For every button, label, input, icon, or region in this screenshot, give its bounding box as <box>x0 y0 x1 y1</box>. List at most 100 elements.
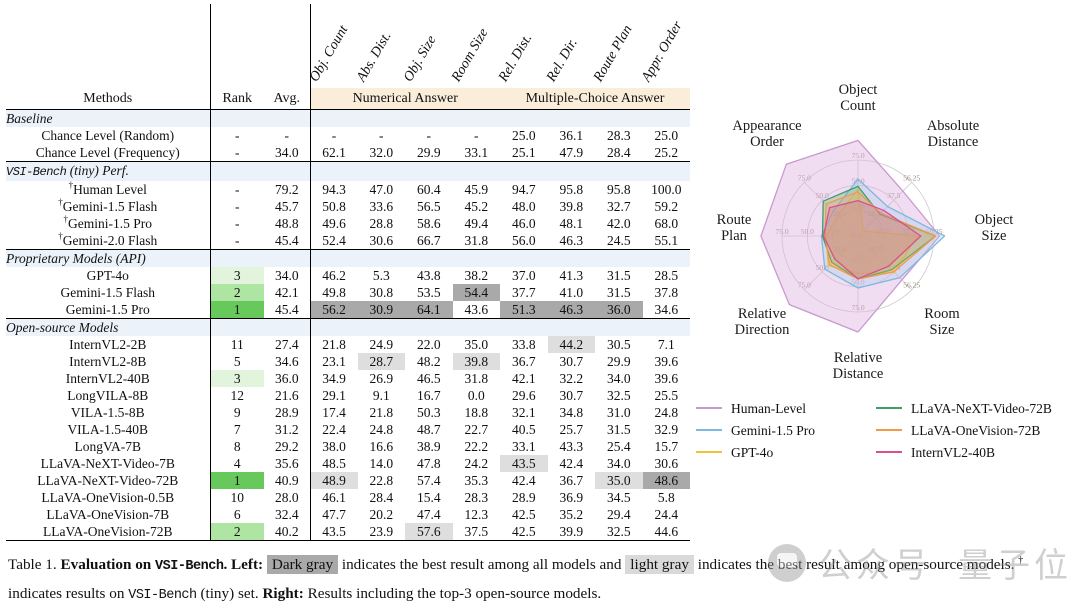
score-cell: - <box>379 128 384 143</box>
radar-spoke <box>803 181 859 237</box>
score-cell: 24.4 <box>654 507 679 522</box>
avg-header: Avg. <box>264 88 311 110</box>
score-cell: 16.7 <box>416 388 441 403</box>
score-cell: 22.7 <box>464 422 489 437</box>
column-header-rotated: Rel. Dist. <box>496 4 548 88</box>
score-cell: 31.5 <box>606 422 631 437</box>
score-cell: 56.2 <box>310 301 358 319</box>
section-title-cell: Baseline <box>6 109 211 127</box>
table-row: VILA-1.5-8B 9 28.9 17.4 21.8 50.3 18.8 32.1 34.8… <box>6 404 690 421</box>
section-header-row: VSI-Bench (tiny) Perf. <box>6 161 690 181</box>
legend-color-swatch <box>696 451 722 453</box>
method-name-cell: InternVL2-40B <box>6 370 211 387</box>
column-header-rotated: Room Size <box>449 4 501 88</box>
score-cell: 21.8 <box>322 337 346 352</box>
column-header-label: Obj. Count <box>306 23 351 85</box>
caption-text: indicates the best result among all mode… <box>338 556 626 574</box>
radar-spoke <box>803 235 859 291</box>
results-table-container: Obj. Count Abs. Dist. Obj. Size Room Size Re… <box>6 4 690 541</box>
table-row: InternVL2-40B 3 36.0 34.9 26.9 46.5 31.8 42.1 32… <box>6 370 690 387</box>
score-cell: 60.4 <box>416 182 441 197</box>
radar-spoke <box>857 235 913 291</box>
avg-cell: 31.2 <box>264 421 311 438</box>
legend-label: LLaVA-NeXT-Video-72B <box>911 401 1052 416</box>
caption-bold: Left: <box>231 556 267 574</box>
avg-cell: 48.8 <box>264 215 311 232</box>
legend-color-swatch <box>876 407 902 409</box>
score-cell: 36.7 <box>511 354 536 369</box>
score-cell: 33.6 <box>369 199 394 214</box>
score-cell: 42.5 <box>511 524 536 539</box>
score-cell: 29.4 <box>606 507 631 522</box>
score-cell: 48.1 <box>559 216 584 231</box>
table-row: Chance Level (Frequency) - 34.0 62.1 32.0 29.… <box>6 144 690 162</box>
method-name-cell: LongVILA-8B <box>6 387 211 404</box>
rank-cell: - <box>235 199 240 214</box>
caption-text: VSI-Bench <box>128 588 197 604</box>
score-cell: 34.8 <box>559 405 584 420</box>
score-cell: 25.4 <box>606 439 631 454</box>
radar-axis-label: Size <box>930 322 955 338</box>
score-cell: 41.3 <box>559 268 584 283</box>
radar-tick-label: 50.0 <box>851 278 864 287</box>
method-name-cell: GPT-4o <box>6 267 211 284</box>
score-cell: 30.9 <box>357 301 405 319</box>
radar-axis-label: Distance <box>833 366 884 382</box>
score-cell: 35.2 <box>559 507 584 522</box>
score-cell: - <box>426 128 432 143</box>
rank-cell: - <box>235 182 240 197</box>
methods-header: Methods <box>6 88 211 110</box>
avg-cell: - <box>264 127 311 144</box>
avg-cell: 27.4 <box>264 336 311 353</box>
avg-cell: 34.0 <box>264 267 311 284</box>
rank-cell: 9 <box>233 405 241 420</box>
score-cell: 23.1 <box>322 354 346 369</box>
radar-axis-label: Relative <box>834 350 882 366</box>
column-header-label: Route Plan <box>591 22 636 85</box>
column-header-rotated: Abs. Dist. <box>354 4 406 88</box>
score-cell: 55.1 <box>654 233 679 248</box>
radar-axis-label: Object <box>975 212 1014 228</box>
table-header: Obj. Count Abs. Dist. Obj. Size Room Size Re… <box>6 4 690 110</box>
score-cell: 26.9 <box>369 371 394 386</box>
radar-series-human-level <box>760 139 941 333</box>
legend-item: GPT-4o <box>696 442 876 464</box>
avg-cell: 29.2 <box>264 438 311 455</box>
score-cell: 40.5 <box>511 422 536 437</box>
avg-cell: 28.9 <box>264 404 311 421</box>
score-cell: 57.6 <box>405 523 453 541</box>
score-cell: 30.6 <box>369 233 394 248</box>
avg-cell: 79.2 <box>264 181 311 198</box>
method-name-cell: InternVL2-8B <box>6 353 211 370</box>
score-cell: 51.3 <box>500 301 548 319</box>
avg-cell: 45.7 <box>264 198 311 215</box>
column-header-rotated: Obj. Size <box>401 4 453 88</box>
rank-cell: - <box>235 216 240 231</box>
table-row: InternVL2-2B 11 27.4 21.8 24.9 22.0 35.0 33.8 44… <box>6 336 690 353</box>
rank-cell: - <box>235 233 240 248</box>
radar-tick-label: 25.0 <box>851 252 864 261</box>
score-cell: 23.9 <box>369 524 394 539</box>
table-row: LLaVA-OneVision-7B 6 32.4 47.7 20.2 47.4 12.3 4… <box>6 506 690 523</box>
avg-cell: 21.6 <box>264 387 311 404</box>
score-cell: 24.2 <box>464 456 489 471</box>
score-cell: 58.6 <box>416 216 441 231</box>
score-cell: 28.3 <box>606 128 631 143</box>
table-row: †Gemini-2.0 Flash - 45.4 52.4 30.6 66.7 31.8 56… <box>6 232 690 250</box>
rank-header: Rank <box>210 88 264 110</box>
score-cell: 25.7 <box>559 422 584 437</box>
method-name-cell: †Gemini-1.5 Pro <box>6 215 211 232</box>
score-cell: 9.1 <box>372 388 390 403</box>
dagger-mark: † <box>58 197 63 207</box>
avg-cell: 35.6 <box>264 455 311 472</box>
score-cell: 28.3 <box>464 490 489 505</box>
avg-cell: 45.4 <box>264 232 311 250</box>
radar-tick-label: 18.75 <box>875 227 892 236</box>
section-spacer <box>310 161 690 181</box>
score-cell: 30.5 <box>606 337 631 352</box>
method-name-cell: Gemini-1.5 Flash <box>6 284 211 301</box>
table-row: †Gemini-1.5 Flash - 45.7 50.8 33.6 56.5 45.2 48… <box>6 198 690 215</box>
avg-cell: 32.4 <box>264 506 311 523</box>
rank-cell: - <box>235 128 240 143</box>
score-cell: 39.6 <box>654 371 679 386</box>
